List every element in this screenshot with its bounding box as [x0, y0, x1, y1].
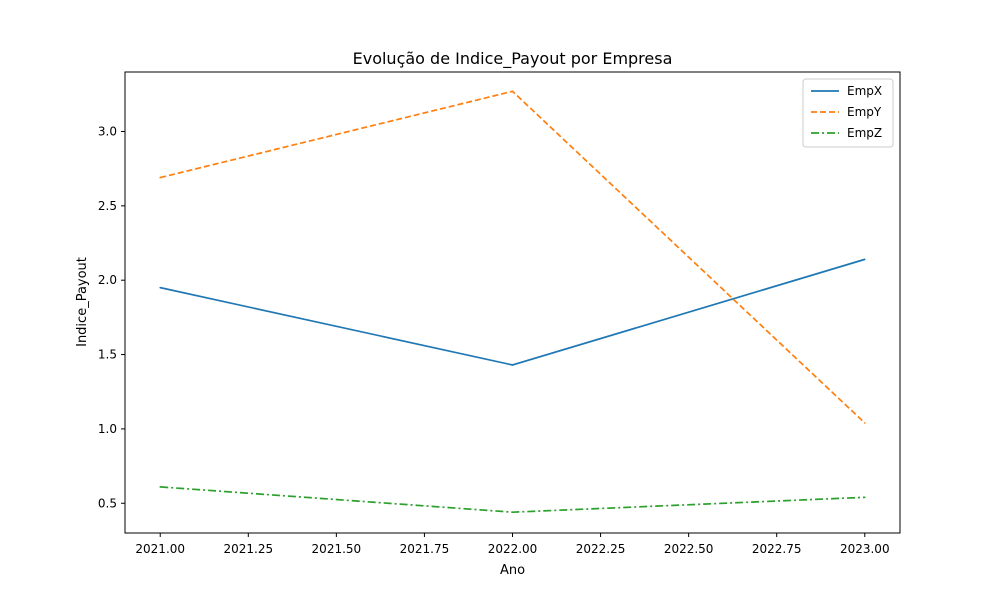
plot-area [124, 71, 901, 534]
series-layer [159, 90, 866, 514]
chart-title: Evolução de Indice_Payout por Empresa [353, 49, 673, 69]
x-tick-label: 2021.50 [312, 542, 362, 556]
legend-label-empx: EmpX [847, 84, 882, 98]
series-line-empy [160, 90, 866, 424]
data-point-empy [863, 422, 866, 424]
y-tick-label: 2.0 [98, 273, 117, 287]
x-tick-label: 2022.25 [576, 542, 626, 556]
y-axis: 0.5 1.0 1.5 2.0 2.5 3.0 [98, 124, 125, 510]
data-point-empx [511, 364, 514, 366]
y-tick-label: 1.0 [98, 422, 117, 436]
data-point-empx [159, 286, 162, 289]
x-tick-label: 2021.75 [400, 542, 450, 556]
y-tick-label: 2.5 [98, 199, 117, 213]
legend: EmpX EmpY EmpZ [802, 78, 894, 148]
y-tick-label: 3.0 [98, 124, 117, 138]
data-point-empz [511, 511, 514, 513]
series-line-empz [160, 486, 865, 514]
data-point-empz [159, 486, 162, 488]
legend-label-empy: EmpY [847, 105, 882, 119]
plot-frame [124, 71, 901, 534]
x-tick-label: 2021.25 [223, 542, 273, 556]
legend-label-empz: EmpZ [847, 126, 882, 140]
y-tick-label: 1.5 [98, 348, 117, 362]
y-axis-label: Indice_Payout [75, 257, 90, 347]
x-axis-label: Ano [500, 563, 525, 578]
data-point-empz [863, 496, 866, 499]
x-tick-label: 2021.00 [135, 542, 185, 556]
data-point-empx [863, 258, 866, 261]
y-tick-label: 0.5 [98, 496, 117, 510]
legend-box [802, 78, 894, 148]
series-line-empx [160, 258, 866, 366]
x-tick-label: 2022.50 [664, 542, 714, 556]
data-point-empy [511, 90, 514, 93]
x-tick-label: 2022.00 [488, 542, 538, 556]
x-axis: 2021.00 2021.25 2021.50 2021.75 2022.00 2022.… [135, 533, 890, 556]
x-tick-label: 2022.75 [752, 542, 802, 556]
data-point-empy [159, 176, 162, 179]
x-tick-label: 2023.00 [840, 542, 890, 556]
